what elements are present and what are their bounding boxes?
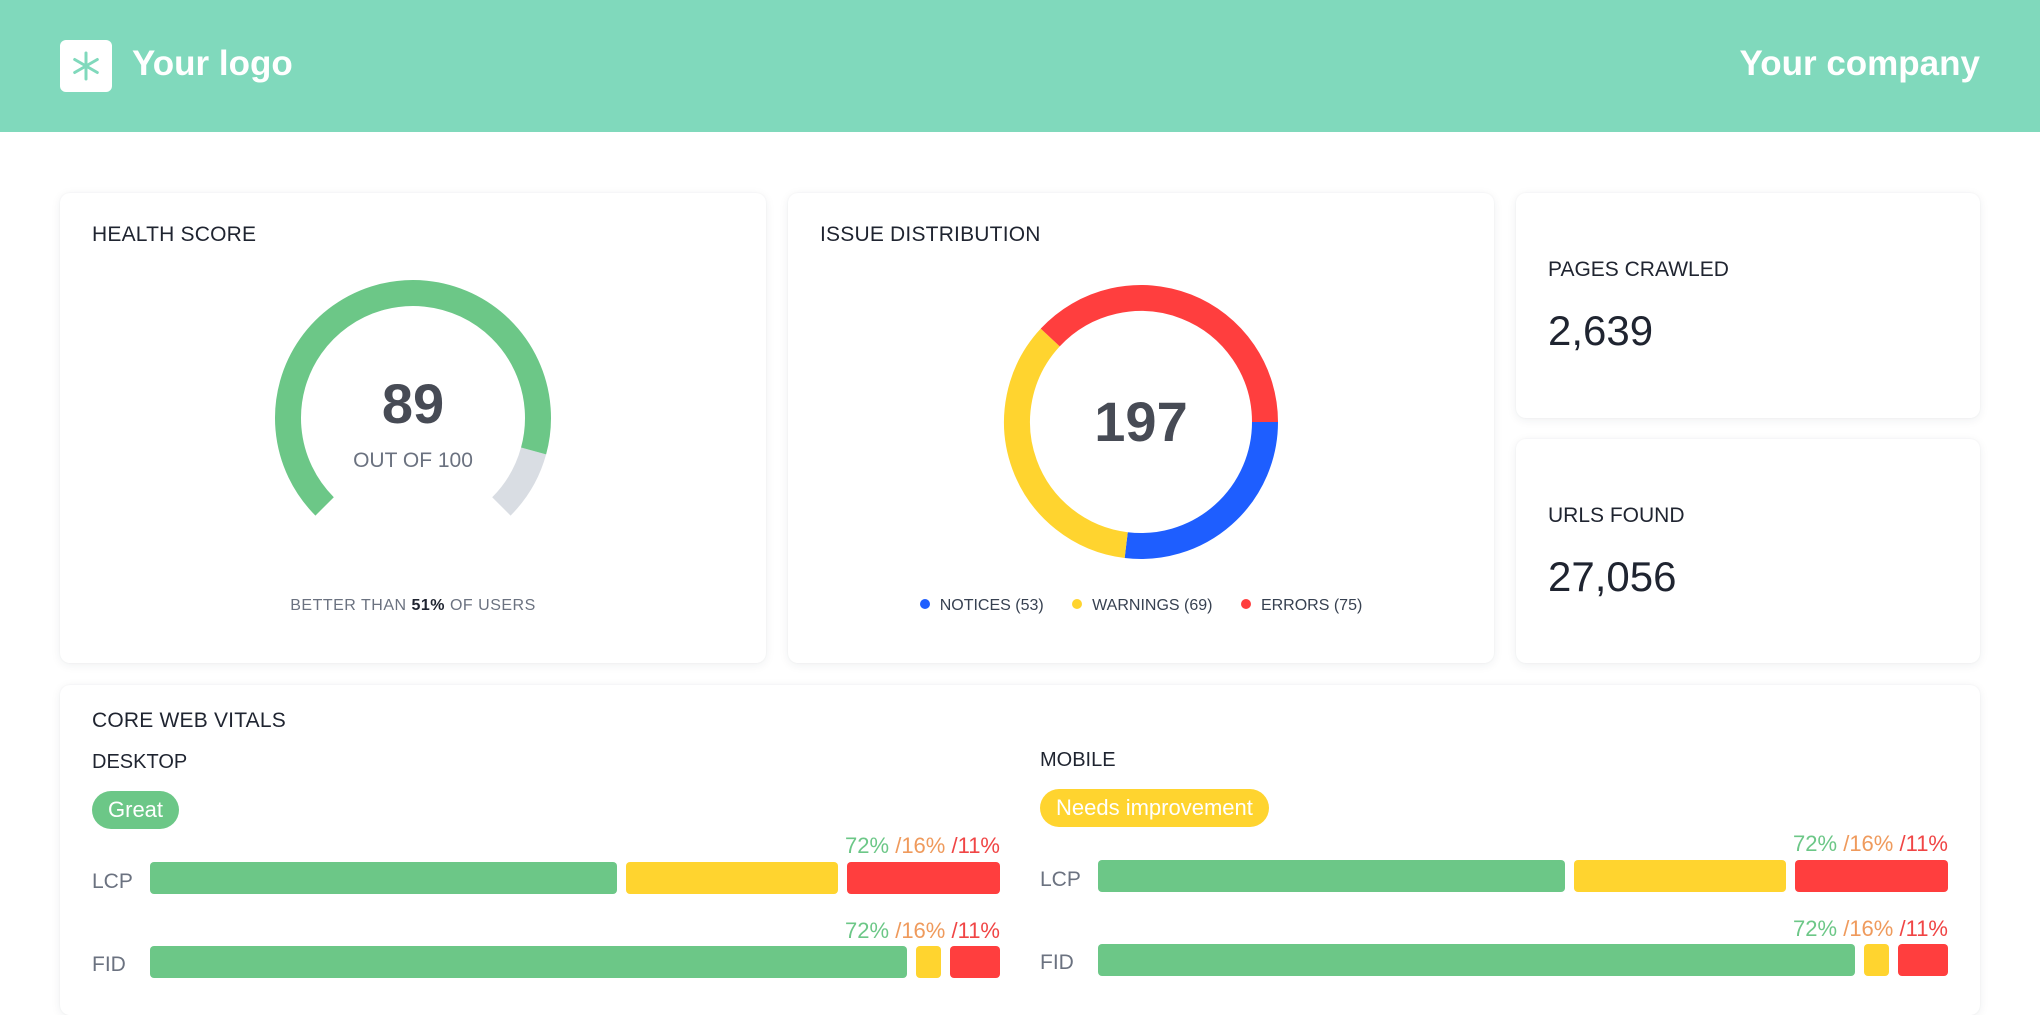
logo-badge[interactable]	[60, 40, 112, 92]
mobile-fid-bar-good[interactable]	[1098, 944, 1856, 976]
issue-distribution-title: ISSUE DISTRIBUTION	[820, 223, 1041, 246]
company-name: Your company	[1739, 44, 1980, 83]
health-score-outof: OUT OF 100	[353, 449, 473, 472]
legend-dot-icon	[919, 599, 930, 609]
donut-segment-notices	[1124, 421, 1278, 559]
comparison-suffix: OF USERS	[445, 597, 536, 614]
desktop-lcp-bar-needs[interactable]	[625, 862, 839, 894]
desktop-lcp-percentages: 72% /16% /11%	[92, 833, 1000, 859]
pct-needs: /16%	[895, 918, 946, 943]
core-web-vitals-title: CORE WEB VITALS	[92, 709, 286, 732]
desktop-fid-bar-needs[interactable]	[916, 946, 942, 978]
gauge-score-arc	[275, 280, 551, 516]
pct-poor: /11%	[1899, 916, 1948, 941]
mobile-lcp-bar-good[interactable]	[1098, 860, 1565, 892]
pct-poor: /11%	[1899, 831, 1948, 856]
desktop-fid-label: FID	[92, 953, 126, 976]
desktop-lcp-bar-good[interactable]	[150, 862, 617, 894]
pct-good: 72%	[845, 918, 890, 943]
health-gauge	[275, 280, 551, 516]
pct-good: 72%	[1793, 831, 1838, 856]
mobile-fid-label: FID	[1040, 951, 1074, 974]
legend-errors[interactable]: ERRORS (75)	[1240, 597, 1363, 615]
comparison-value: 51%	[411, 597, 446, 614]
asterisk-icon	[73, 51, 99, 81]
pct-good: 72%	[1793, 916, 1838, 941]
health-score-value: 89	[381, 372, 445, 435]
desktop-fid-bar-good[interactable]	[150, 946, 908, 978]
health-score-card: HEALTH SCORE 89 OUT OF 100 BETTER THAN 5…	[60, 193, 766, 663]
urls-found-value: 27,056	[1548, 553, 1677, 600]
desktop-fid-percentages: 72% /16% /11%	[92, 918, 1000, 944]
issue-total: 197	[1094, 390, 1188, 453]
mobile-lcp-percentages: 72% /16% /11%	[1040, 831, 1948, 857]
pages-crawled-title: PAGES CRAWLED	[1548, 258, 1729, 281]
issue-legend: NOTICES (53) WARNINGS (69) ERRORS (75)	[788, 597, 1494, 615]
pages-crawled-card: PAGES CRAWLED 2,639	[1516, 193, 1980, 418]
urls-found-card: URLS FOUND 27,056	[1516, 439, 1980, 663]
legend-notices[interactable]: NOTICES (53)	[919, 597, 1044, 615]
desktop-fid-bar-poor[interactable]	[950, 946, 1000, 978]
issue-donut	[1004, 285, 1278, 559]
pages-crawled-value: 2,639	[1548, 307, 1654, 354]
core-web-vitals-card: CORE WEB VITALS DESKTOP Great 72% /16% /…	[60, 685, 1980, 1015]
legend-label: WARNINGS (69)	[1092, 597, 1213, 614]
mobile-lcp-bar-needs[interactable]	[1573, 860, 1787, 892]
mobile-label: MOBILE	[1040, 749, 1116, 771]
desktop-lcp-bar-poor[interactable]	[847, 862, 1000, 894]
donut-segment-warnings	[1004, 328, 1128, 559]
mobile-lcp-bar-poor[interactable]	[1795, 860, 1948, 892]
mobile-status-badge: Needs improvement	[1040, 789, 1269, 827]
mobile-fid-bar-needs[interactable]	[1864, 944, 1890, 976]
mobile-fid-bar-poor[interactable]	[1898, 944, 1948, 976]
header-bar: Your logo Your company	[0, 0, 2040, 132]
legend-label: ERRORS (75)	[1260, 597, 1363, 614]
legend-warnings[interactable]: WARNINGS (69)	[1072, 597, 1212, 615]
pct-good: 72%	[845, 833, 890, 858]
legend-dot-icon	[1240, 599, 1251, 609]
mobile-lcp-label: LCP	[1040, 868, 1081, 891]
health-comparison: BETTER THAN 51% OF USERS	[60, 597, 766, 615]
desktop-status-badge: Great	[92, 791, 180, 829]
logo-text[interactable]: Your logo	[132, 44, 293, 83]
urls-found-title: URLS FOUND	[1548, 504, 1685, 527]
comparison-prefix: BETTER THAN	[290, 597, 412, 614]
pct-needs: /16%	[1843, 831, 1894, 856]
donut-segment-errors	[1040, 285, 1278, 423]
mobile-fid-percentages: 72% /16% /11%	[1040, 916, 1948, 942]
pct-needs: /16%	[895, 833, 946, 858]
issue-distribution-card: ISSUE DISTRIBUTION 197 NOTICES (53) WARN…	[788, 193, 1494, 663]
pct-poor: /11%	[951, 833, 1000, 858]
legend-label: NOTICES (53)	[939, 597, 1044, 614]
legend-dot-icon	[1072, 599, 1083, 609]
desktop-label: DESKTOP	[92, 751, 188, 773]
pct-poor: /11%	[951, 918, 1000, 943]
pct-needs: /16%	[1843, 916, 1894, 941]
health-score-title: HEALTH SCORE	[92, 223, 257, 246]
gauge-track-arc	[491, 447, 547, 516]
desktop-lcp-label: LCP	[92, 870, 133, 893]
